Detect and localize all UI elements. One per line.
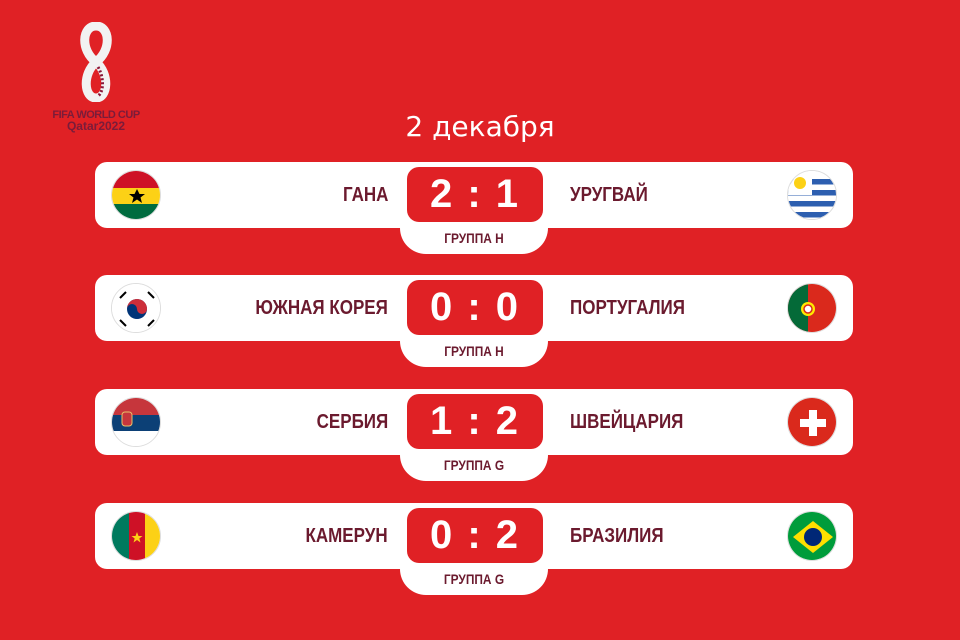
match-card: ГАНА 2 : 1 УРУГВАЙ ГРУППА H bbox=[95, 162, 853, 254]
score: 0 : 2 bbox=[407, 508, 543, 563]
home-team: ГАНА bbox=[342, 184, 388, 206]
home-team: КАМЕРУН bbox=[305, 525, 388, 547]
brazil-flag-icon bbox=[787, 511, 837, 561]
fifa-world-cup-logo: FIFA WORLD CUP Qatar2022 bbox=[46, 21, 146, 133]
away-team: УРУГВАЙ bbox=[570, 184, 648, 206]
score: 1 : 2 bbox=[407, 394, 543, 449]
match-date: 2 декабря bbox=[405, 110, 555, 143]
group-label: ГРУППА H bbox=[444, 343, 504, 359]
group-label: ГРУППА H bbox=[444, 230, 504, 246]
serbia-flag-icon bbox=[111, 397, 161, 447]
group-label: ГРУППА G bbox=[443, 457, 505, 473]
match-card: СЕРБИЯ 1 : 2 ШВЕЙЦАРИЯ ГРУППА G bbox=[95, 389, 853, 481]
cameroon-flag-icon bbox=[111, 511, 161, 561]
ghana-flag-icon bbox=[111, 170, 161, 220]
south-korea-flag-icon bbox=[111, 283, 161, 333]
home-team: ЮЖНАЯ КОРЕЯ bbox=[255, 297, 388, 319]
match-card: ЮЖНАЯ КОРЕЯ 0 : 0 ПОРТУГАЛИЯ ГРУППА H bbox=[95, 275, 853, 367]
logo-line2: Qatar2022 bbox=[66, 119, 126, 133]
portugal-flag-icon bbox=[787, 283, 837, 333]
match-card: КАМЕРУН 0 : 2 БРАЗИЛИЯ ГРУППА G bbox=[95, 503, 853, 595]
score: 2 : 1 bbox=[407, 167, 543, 222]
away-team: ШВЕЙЦАРИЯ bbox=[570, 411, 684, 433]
group-label: ГРУППА G bbox=[443, 571, 505, 587]
switzerland-flag-icon bbox=[787, 397, 837, 447]
score: 0 : 0 bbox=[407, 280, 543, 335]
trophy-emblem-icon bbox=[80, 21, 112, 103]
home-team: СЕРБИЯ bbox=[316, 411, 388, 433]
away-team: ПОРТУГАЛИЯ bbox=[570, 297, 685, 319]
logo-line1: FIFA WORLD CUP bbox=[52, 109, 140, 121]
away-team: БРАЗИЛИЯ bbox=[570, 525, 664, 547]
uruguay-flag-icon bbox=[787, 170, 837, 220]
